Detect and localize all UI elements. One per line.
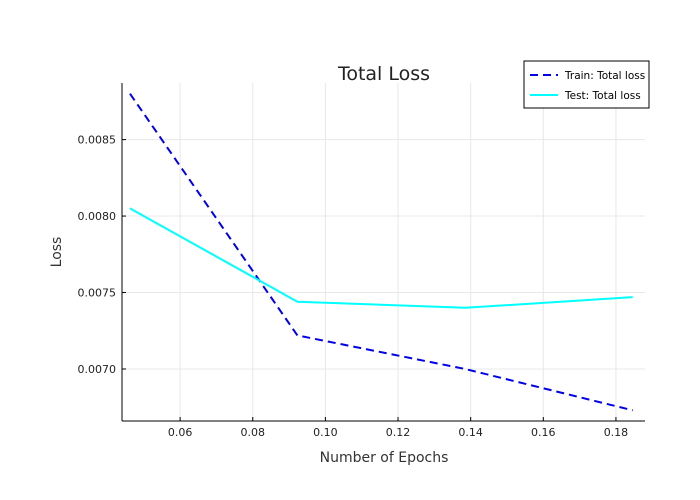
y-tick-label: 0.0085 xyxy=(78,134,117,147)
legend-label-train: Train: Total loss xyxy=(564,70,645,82)
x-tick-label: 0.10 xyxy=(313,426,338,439)
x-ticks: 0.06 0.08 0.10 0.12 0.14 0.16 0.18 xyxy=(168,417,628,439)
chart-title: Total Loss xyxy=(337,63,430,85)
series-line-train xyxy=(129,93,633,412)
series-line-test xyxy=(129,207,633,309)
y-ticks: 0.0070 0.0075 0.0080 0.0085 xyxy=(78,134,126,376)
y-tick-label: 0.0080 xyxy=(78,210,117,223)
x-tick-label: 0.08 xyxy=(241,426,266,439)
x-tick-label: 0.06 xyxy=(168,426,193,439)
x-tick-label: 0.14 xyxy=(458,426,483,439)
legend-label-test: Test: Total loss xyxy=(564,90,641,102)
y-tick-label: 0.0070 xyxy=(78,363,117,376)
grid xyxy=(122,83,645,421)
y-tick-label: 0.0075 xyxy=(78,287,117,300)
series-layer xyxy=(129,93,633,412)
x-tick-label: 0.16 xyxy=(531,426,556,439)
legend: Train: Total loss Test: Total loss xyxy=(523,60,650,109)
legend-box xyxy=(523,60,650,109)
y-axis-title: Loss xyxy=(49,237,65,268)
x-axis-title: Number of Epochs xyxy=(320,450,449,466)
x-tick-label: 0.12 xyxy=(386,426,411,439)
x-tick-label: 0.18 xyxy=(604,426,629,439)
axes xyxy=(121,83,645,422)
